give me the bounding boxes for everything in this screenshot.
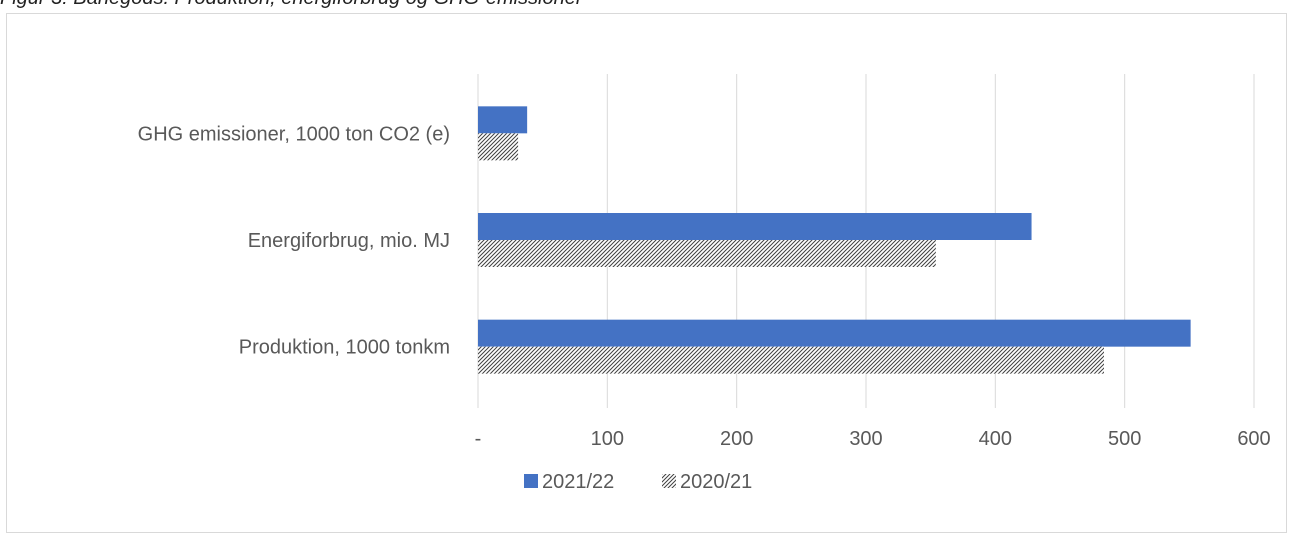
- x-tick-label: 300: [849, 428, 882, 450]
- x-tick-label: -: [475, 428, 482, 450]
- legend-swatch-0: [524, 474, 538, 488]
- bar-2020-21-0: [478, 133, 519, 161]
- x-tick-label: 400: [979, 428, 1012, 450]
- category-label: Produktion, 1000 tonkm: [239, 337, 450, 359]
- category-label: GHG emissioner, 1000 ton CO2 (e): [138, 123, 450, 145]
- x-tick-label: 200: [720, 428, 753, 450]
- bar-2021-22-2: [478, 319, 1191, 347]
- legend-swatch-1: [662, 474, 676, 488]
- x-tick-label: 100: [591, 428, 624, 450]
- bar-chart: GHG emissioner, 1000 ton CO2 (e) Energifo…: [138, 74, 1271, 493]
- figure-caption: Figur 3: Banegods. Produktion, energifor…: [0, 0, 583, 10]
- bar-2020-21-1: [478, 240, 936, 267]
- x-tick-label: 500: [1108, 428, 1141, 450]
- bar-2021-22-0: [478, 106, 528, 134]
- category-label: Energiforbrug, mio. MJ: [248, 230, 450, 252]
- chart-frame: [6, 13, 1287, 533]
- legend-label: 2020/21: [680, 471, 752, 493]
- legend-label: 2021/22: [542, 471, 614, 493]
- x-tick-label: 600: [1237, 428, 1270, 450]
- bar-2021-22-1: [478, 213, 1032, 240]
- bar-2020-21-2: [478, 346, 1104, 374]
